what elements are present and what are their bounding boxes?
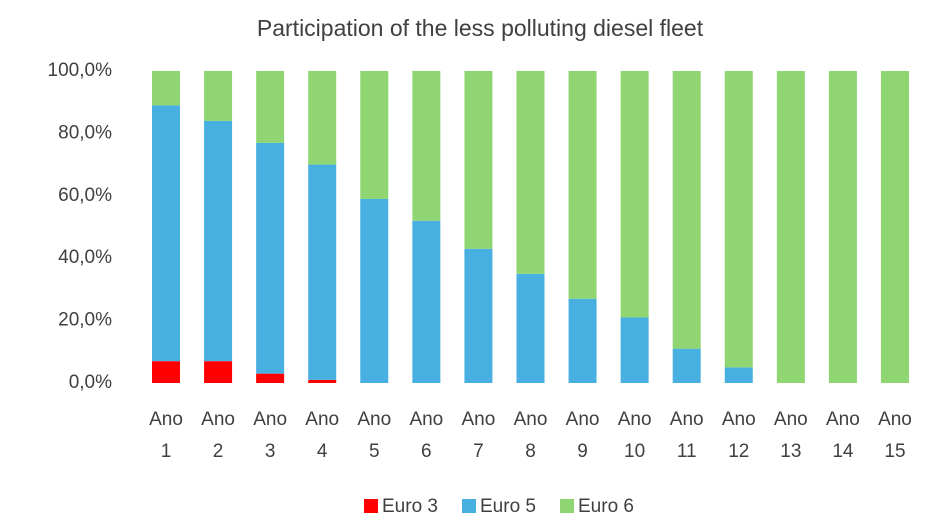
- bar-segment: [152, 105, 180, 362]
- bar-segment: [256, 71, 285, 143]
- bar-segment: [464, 248, 493, 383]
- bar-segment: [620, 317, 649, 383]
- x-tick-label: Ano 2: [201, 409, 235, 462]
- chart-title: Participation of the less polluting dies…: [257, 15, 704, 41]
- bar-segment: [724, 367, 753, 383]
- legend-swatch: [364, 499, 378, 513]
- x-tick-label: Ano 9: [566, 409, 600, 462]
- x-tick-label: Ano 15: [878, 409, 912, 462]
- x-tick-label: Ano 4: [305, 409, 339, 462]
- legend-swatch: [462, 499, 476, 513]
- bar-segment: [152, 361, 180, 383]
- bar-segment: [256, 373, 285, 383]
- bar-segment: [828, 71, 857, 383]
- y-tick-label: 40,0%: [58, 247, 112, 268]
- x-tick-label: Ano 10: [618, 409, 652, 462]
- x-tick-label: Ano 5: [357, 409, 391, 462]
- y-tick-label: 20,0%: [58, 310, 112, 331]
- bar-segment: [412, 71, 441, 221]
- y-tick-label: 60,0%: [58, 185, 112, 206]
- bar-segment: [516, 71, 545, 274]
- bar-segment: [568, 71, 597, 299]
- bar-segment: [308, 71, 337, 165]
- bar-segment: [464, 71, 493, 249]
- bar-segment: [152, 71, 180, 106]
- x-tick-label: Ano 8: [514, 409, 548, 462]
- legend-swatch: [560, 499, 574, 513]
- y-tick-label: 100,0%: [48, 60, 113, 81]
- bar-segment: [620, 71, 649, 318]
- x-tick-label: Ano 13: [774, 409, 808, 462]
- x-tick-label: Ano 7: [462, 409, 496, 462]
- x-tick-label: Ano 12: [722, 409, 756, 462]
- legend-label: Euro 5: [480, 496, 536, 517]
- legend-label: Euro 3: [382, 496, 438, 517]
- y-tick-label: 0,0%: [69, 372, 112, 393]
- x-tick-label: Ano 6: [409, 409, 443, 462]
- bar-segment: [568, 298, 597, 383]
- x-tick-label: Ano 11: [670, 409, 704, 462]
- x-tick-label: Ano 3: [253, 409, 287, 462]
- legend-label: Euro 6: [578, 496, 634, 517]
- bar-segment: [360, 71, 389, 199]
- bar-segment: [308, 379, 337, 383]
- bar-segment: [672, 71, 701, 349]
- y-tick-label: 80,0%: [58, 122, 112, 143]
- bar-segment: [204, 361, 233, 383]
- bar-segment: [880, 71, 909, 383]
- bar-segment: [724, 71, 753, 368]
- bar-segment: [412, 220, 441, 383]
- x-tick-label: Ano 1: [149, 409, 183, 462]
- x-tick-label: Ano 14: [826, 409, 860, 462]
- bar-segment: [672, 348, 701, 383]
- bar-segment: [308, 164, 337, 380]
- bar-segment: [256, 142, 285, 374]
- bar-segment: [516, 273, 545, 383]
- bar-segment: [204, 71, 233, 121]
- bar-segment: [204, 120, 233, 362]
- bar-segment: [776, 71, 805, 383]
- bar-segment: [360, 198, 389, 383]
